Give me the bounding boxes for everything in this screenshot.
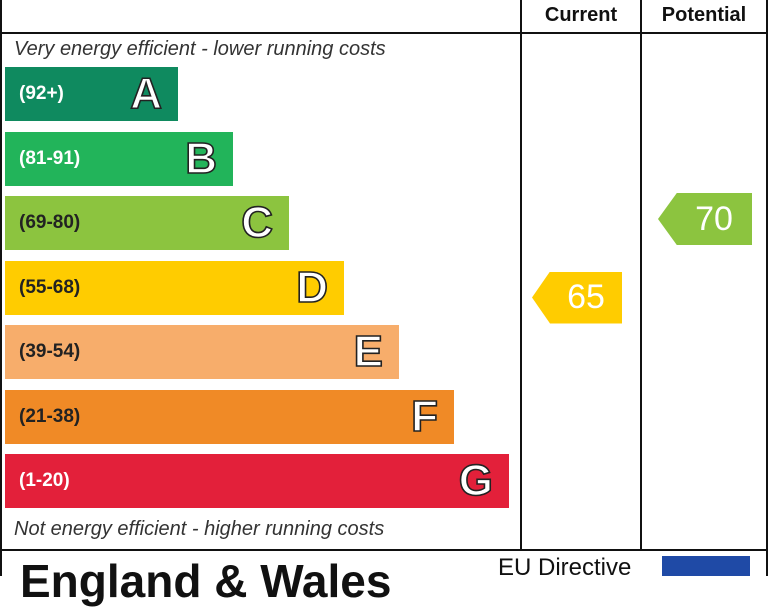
band-letter: C bbox=[240, 198, 273, 247]
footer-rule bbox=[0, 549, 768, 551]
band-range-label: (39-54) bbox=[19, 341, 81, 362]
band-range-label: (69-80) bbox=[19, 212, 81, 233]
band-letter: D bbox=[295, 262, 328, 312]
band-range-label: (1-20) bbox=[19, 470, 70, 491]
band-range-label: (81-91) bbox=[19, 147, 81, 169]
band-d: (55-68) D bbox=[5, 260, 344, 315]
band-letter: B bbox=[184, 133, 217, 183]
potential-column-heading: Potential bbox=[661, 3, 747, 26]
divider-chart-current bbox=[520, 0, 522, 550]
border-left bbox=[0, 0, 2, 576]
band-c: (69-80) C bbox=[5, 196, 289, 250]
current-column-heading: Current bbox=[544, 3, 618, 26]
band-b: (81-91) B bbox=[5, 131, 233, 186]
eu-directive-label: EU Directive bbox=[498, 554, 632, 581]
top-caption: Very energy efficient - lower running co… bbox=[14, 38, 386, 60]
current-rating-arrow: 65 bbox=[532, 271, 622, 324]
band-letter: G bbox=[458, 456, 494, 505]
potential-rating-arrow: 70 bbox=[658, 193, 752, 245]
eu-flag-icon bbox=[662, 556, 750, 576]
border-right bbox=[766, 0, 768, 576]
bottom-caption: Not energy efficient - higher running co… bbox=[14, 518, 385, 540]
band-letter: A bbox=[129, 69, 162, 118]
band-f: (21-38) F bbox=[5, 389, 454, 444]
region-title: England & Wales bbox=[20, 555, 392, 607]
band-letter: E bbox=[353, 327, 384, 376]
divider-current-potential bbox=[640, 0, 642, 550]
band-a: (92+) A bbox=[5, 67, 178, 121]
band-g: (1-20) G bbox=[5, 454, 509, 508]
band-e: (39-54) E bbox=[5, 325, 399, 379]
potential-rating-value: 70 bbox=[695, 199, 733, 238]
header-rule bbox=[0, 32, 768, 34]
band-letter: F bbox=[410, 391, 438, 441]
band-range-label: (21-38) bbox=[19, 405, 81, 427]
band-range-label: (55-68) bbox=[19, 276, 81, 298]
band-range-label: (92+) bbox=[19, 83, 64, 104]
current-rating-value: 65 bbox=[567, 278, 605, 316]
